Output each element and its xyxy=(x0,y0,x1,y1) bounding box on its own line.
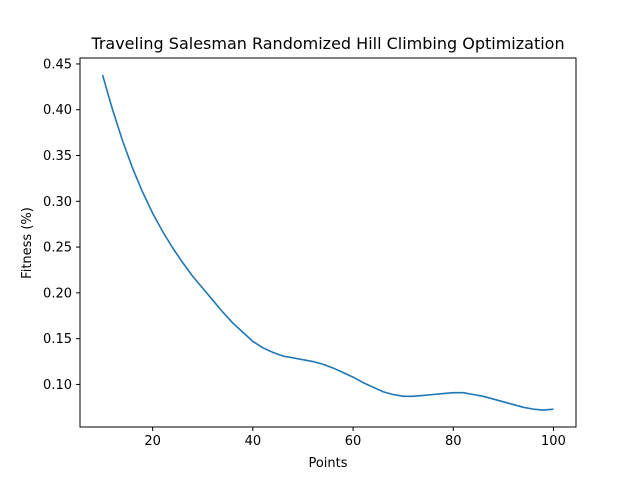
y-tick-label: 0.15 xyxy=(43,332,72,347)
y-tick-label: 0.10 xyxy=(43,378,72,393)
chart-title: Traveling Salesman Randomized Hill Climb… xyxy=(90,34,564,53)
y-axis-label: Fitness (%) xyxy=(20,207,35,279)
y-tick-label: 0.35 xyxy=(43,149,72,164)
x-tick-label: 100 xyxy=(541,434,566,449)
x-tick-label: 40 xyxy=(245,434,262,449)
fitness-series-line xyxy=(101,74,554,411)
y-axis-ticks: 0.10 0.15 0.20 0.25 0.30 0.35 0.40 0.45 xyxy=(43,57,80,393)
axes: 20 40 60 80 100 0.10 0.15 0.20 0.25 0.30 0.35 0.40… xyxy=(43,57,577,449)
y-tick-label: 0.45 xyxy=(43,57,72,72)
x-tick-label: 80 xyxy=(445,434,462,449)
x-axis-label: Points xyxy=(308,456,347,471)
axes-frame xyxy=(79,57,577,428)
y-tick-label: 0.30 xyxy=(43,195,72,210)
y-tick-label: 0.40 xyxy=(43,103,72,118)
y-tick-label: 0.20 xyxy=(43,286,72,301)
x-axis-ticks: 20 40 60 80 100 xyxy=(144,427,566,449)
plot-area xyxy=(101,74,554,411)
x-tick-label: 20 xyxy=(144,434,161,449)
y-tick-label: 0.25 xyxy=(43,241,72,256)
x-tick-label: 60 xyxy=(345,434,362,449)
